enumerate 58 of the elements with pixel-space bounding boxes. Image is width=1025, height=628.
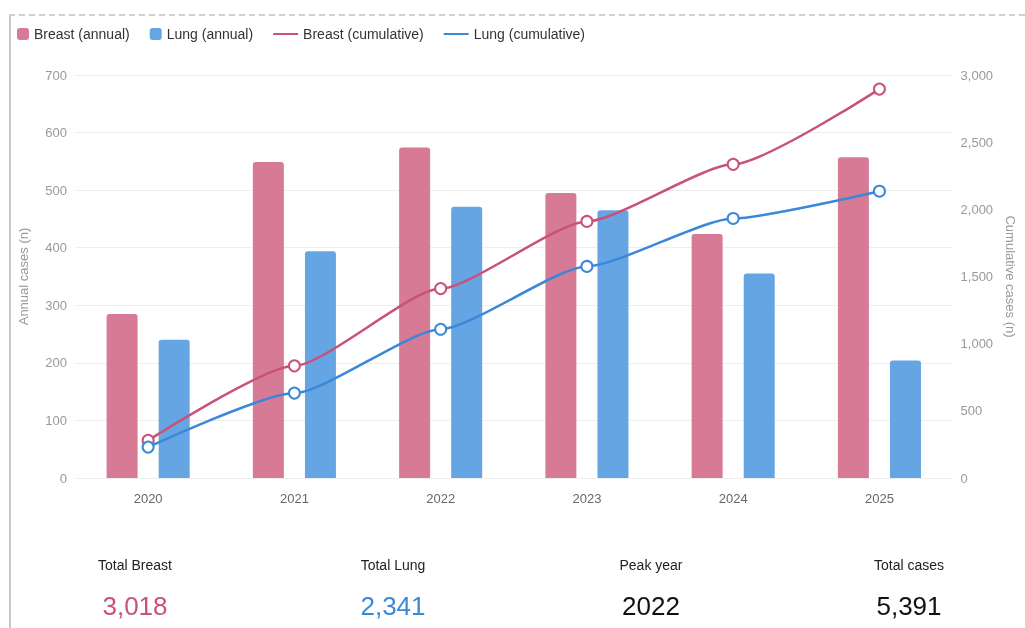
y-axis-title: Annual cases (n) [16, 227, 31, 326]
legend-label: Lung (cumulative) [473, 26, 585, 42]
point [287, 386, 301, 400]
bar [743, 273, 775, 478]
x-tick-label: 2022 [426, 491, 456, 506]
y2-tick-label: 1,000 [960, 336, 994, 352]
bar [158, 339, 190, 478]
point [434, 322, 448, 336]
point [726, 211, 740, 225]
y-tick-label: 500 [45, 182, 67, 198]
legend-label: Lung (annual) [166, 26, 254, 42]
point [434, 282, 448, 296]
bar [304, 251, 336, 478]
bar [837, 157, 869, 478]
x-tick-label: 2024 [718, 491, 748, 506]
y-tick-label: 0 [59, 470, 67, 486]
y2-tick-label: 500 [960, 403, 983, 419]
text: Peak year [618, 556, 684, 574]
legend-label: Breast (annual) [34, 26, 130, 42]
text: 5,391 [875, 591, 943, 621]
point [580, 214, 594, 228]
point [141, 440, 155, 454]
point [580, 259, 594, 273]
bar [399, 147, 431, 478]
y2-tick-label: 1,500 [960, 269, 994, 284]
text: Total Breast [97, 556, 173, 574]
bar [545, 193, 577, 478]
text: Total cases [872, 556, 945, 574]
y-tick-label: 600 [45, 125, 67, 141]
x-tick-label: 2025 [864, 491, 894, 506]
y2-tick-label: 2,500 [960, 134, 994, 150]
text: 2,341 [359, 591, 427, 621]
y2-tick-label: 2,000 [960, 201, 994, 217]
bar [889, 360, 921, 478]
bar [451, 206, 483, 478]
y2-axis-title: Cumulative cases (n) [1003, 215, 1018, 338]
y-tick-label: 700 [45, 67, 67, 83]
bar [106, 313, 138, 478]
bar [691, 233, 723, 478]
bar [252, 161, 284, 478]
x-tick-label: 2021 [279, 491, 309, 506]
x-tick-label: 2023 [572, 491, 602, 506]
point [726, 157, 740, 171]
legend-label: Breast (cumulative) [303, 26, 424, 42]
y-tick-label: 100 [45, 412, 67, 428]
y2-tick-label: 0 [960, 470, 968, 486]
bar [597, 210, 629, 478]
point [287, 359, 301, 373]
point [872, 82, 886, 96]
text: 2022 [621, 591, 681, 621]
point [872, 184, 886, 198]
y-tick-label: 200 [45, 355, 67, 371]
y-tick-label: 300 [45, 297, 67, 313]
y2-tick-label: 3,000 [960, 67, 994, 83]
text: 3,018 [101, 591, 169, 621]
x-tick-label: 2020 [133, 491, 163, 506]
y-tick-label: 400 [45, 240, 67, 256]
text: Total Lung [359, 556, 427, 574]
